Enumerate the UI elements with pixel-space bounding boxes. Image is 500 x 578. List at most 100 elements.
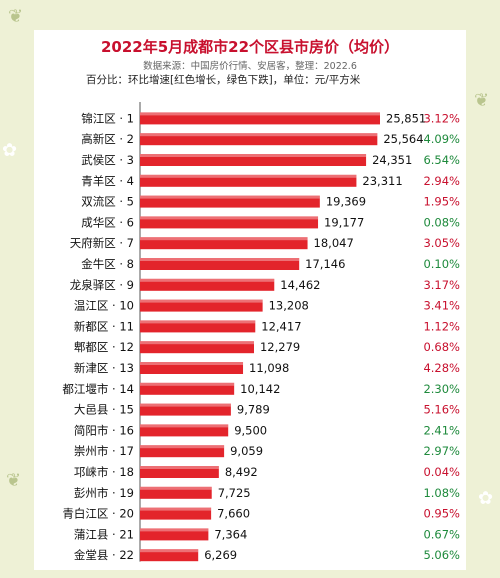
value-label: 10,142 [240,382,280,396]
category-label: 简阳市 · 16 [74,423,134,437]
bar [140,195,320,208]
value-label: 9,789 [237,403,270,417]
change-label: 2.97% [423,444,460,458]
change-label: 5.06% [423,548,460,562]
category-label: 武侯区 · 3 [81,153,134,167]
bar [140,216,319,229]
bar-highlight [140,445,225,449]
bar [140,174,357,187]
bar [140,507,212,520]
value-label: 7,364 [214,527,247,541]
chart-note: 百分比：环比增速[红色增长，绿色下跌]，单位：元/平方米 [86,74,361,86]
leaf-decoration-icon: ❦ [474,90,490,111]
flower-decoration-icon: ✿ [478,488,494,509]
bar [140,154,367,166]
change-label: 4.28% [423,361,460,375]
bar-highlight [140,466,219,469]
value-label: 8,492 [225,465,258,479]
bar [140,133,378,146]
change-label: 1.95% [423,195,460,209]
category-label: 新津区 · 13 [74,361,134,375]
value-label: 7,660 [217,507,250,521]
bar [140,528,209,541]
bar-highlight [140,133,378,137]
bar-highlight [140,112,380,116]
value-label: 13,208 [269,299,309,313]
value-label: 17,146 [305,257,345,271]
bar [140,299,263,312]
category-label: 高新区 · 2 [81,132,134,146]
value-label: 12,279 [260,340,300,354]
value-label: 25,564 [383,132,423,146]
change-label: 0.67% [423,527,460,541]
change-label: 0.04% [423,465,460,479]
bar [140,341,254,354]
bar-highlight [140,528,209,532]
value-label: 12,417 [261,319,301,333]
change-label: 2.94% [423,174,460,188]
bar-highlight [140,362,244,365]
category-label: 郫都区 · 12 [74,340,134,354]
category-label: 锦江区 · 1 [81,111,134,125]
category-label: 金堂县 · 22 [74,548,134,562]
change-label: 5.16% [423,403,460,417]
bar-highlight [140,299,263,303]
bar-highlight [140,507,212,511]
category-label: 彭州市 · 19 [74,486,134,500]
bar-highlight [140,278,275,282]
bar-highlight [140,154,367,157]
category-label: 成华区 · 6 [81,215,134,229]
category-label: 都江堰市 · 14 [62,382,134,396]
bar [140,278,275,291]
bar-highlight [140,424,229,428]
change-label: 0.08% [423,215,460,229]
bar-highlight [140,195,320,199]
bar [140,237,308,250]
category-label: 天府新区 · 7 [70,236,134,250]
bar [140,466,219,478]
change-label: 4.09% [423,132,460,146]
leaf-decoration-icon: ❦ [6,470,22,491]
change-label: 0.10% [423,257,460,271]
bar [140,112,380,125]
bar [140,403,231,416]
chart-source: 数据来源：中国房价行情、安居客，整理：2022.6 [143,61,357,72]
change-label: 0.68% [423,340,460,354]
bar [140,320,256,333]
change-label: 3.05% [423,236,460,250]
value-label: 25,851 [386,111,426,125]
value-label: 24,351 [372,153,412,167]
category-label: 邛崃市 · 18 [74,465,134,479]
value-label: 11,098 [249,361,289,375]
bar-highlight [140,216,319,220]
value-label: 19,177 [324,215,364,229]
bar [140,382,235,395]
flower-decoration-icon: ✿ [2,140,18,161]
category-label: 崇州市 · 17 [74,444,134,458]
change-label: 6.54% [423,153,460,167]
bar-highlight [140,382,235,386]
category-label: 双流区 · 5 [81,195,134,209]
leaf-decoration-icon: ❦ [8,6,24,27]
change-label: 1.12% [423,319,460,333]
value-label: 19,369 [326,195,366,209]
value-label: 14,462 [280,278,320,292]
category-label: 青白江区 · 20 [62,507,134,521]
value-label: 18,047 [314,236,354,250]
value-label: 9,500 [234,423,267,437]
bar [140,445,225,458]
bar-highlight [140,403,231,407]
category-label: 新都区 · 11 [74,319,134,333]
bar [140,362,244,374]
category-label: 温江区 · 10 [74,299,134,313]
bar-highlight [140,237,308,241]
chart-title: 2022年5月成都市22个区县市房价（均价） [100,38,400,56]
category-label: 大邑县 · 15 [74,403,134,417]
value-label: 9,059 [230,444,263,458]
value-label: 6,269 [204,548,237,562]
change-label: 3.41% [423,299,460,313]
change-label: 2.41% [423,423,460,437]
change-label: 3.12% [423,111,460,125]
bar [140,258,300,270]
category-label: 金牛区 · 8 [81,257,134,271]
